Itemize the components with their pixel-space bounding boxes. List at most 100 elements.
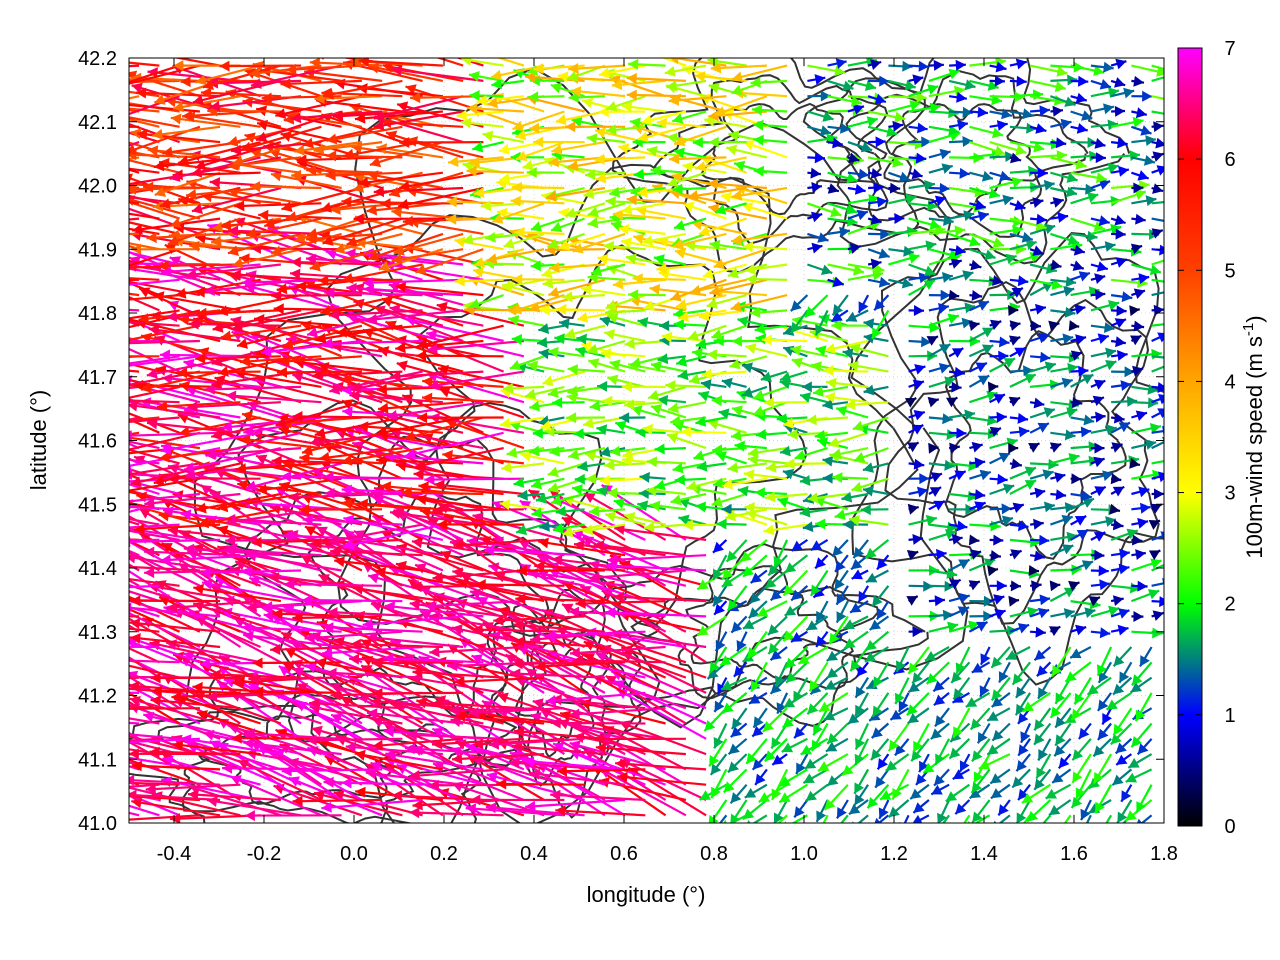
wind-arrow-head	[990, 773, 1002, 784]
wind-arrow-head	[783, 417, 794, 429]
wind-arrow-head	[903, 245, 914, 257]
wind-arrow-head	[130, 128, 142, 139]
wind-arrow-head	[721, 377, 733, 389]
wind-arrow-head	[246, 227, 258, 239]
wind-arrow-shaft	[249, 185, 322, 190]
wind-arrow-head	[243, 630, 254, 642]
wind-arrow-head	[606, 124, 617, 136]
wind-arrow-head	[1074, 693, 1085, 705]
wind-arrow-head	[341, 484, 352, 496]
wind-arrow-head	[935, 715, 946, 727]
wind-arrow-head	[1111, 442, 1123, 453]
wind-arrow-shaft	[129, 705, 160, 710]
wind-arrow-head	[416, 494, 427, 506]
wind-arrow-shaft	[373, 110, 464, 129]
wind-arrow-head	[391, 790, 403, 802]
wind-arrow-head	[282, 530, 293, 542]
wind-arrow-head	[714, 822, 716, 823]
wind-arrow-head	[1049, 804, 1061, 816]
wind-arrow-head	[869, 710, 881, 721]
wind-arrow-shaft	[129, 118, 160, 128]
wind-arrow-head	[1066, 186, 1077, 198]
wind-arrow-head	[529, 400, 540, 412]
wind-arrow-head	[286, 211, 297, 222]
wind-arrow-head	[488, 738, 500, 750]
wind-arrow-head	[1089, 150, 1100, 162]
wind-arrow-head	[674, 135, 686, 147]
wind-arrow-head	[299, 452, 310, 464]
wind-arrow-head	[542, 375, 554, 387]
wind-arrow-head	[993, 594, 1005, 605]
wind-arrow-head	[177, 367, 188, 379]
wind-arrow-shaft	[196, 309, 281, 315]
wind-arrow-shaft	[840, 814, 849, 823]
wind-arrow-head	[534, 560, 545, 572]
wind-arrow-head	[294, 232, 306, 244]
wind-arrow-head	[169, 256, 182, 267]
wind-arrow-head	[947, 621, 959, 633]
wind-arrow-head	[682, 161, 694, 173]
wind-arrow-head	[827, 732, 839, 744]
wind-arrow-shaft	[129, 339, 160, 343]
wind-arrow-shaft	[352, 586, 444, 603]
wind-arrow-shaft	[239, 437, 322, 450]
wind-arrow-shaft	[523, 759, 626, 771]
wind-arrow-shaft	[510, 672, 605, 679]
wind-arrow-head	[842, 348, 854, 359]
wind-arrow-head	[669, 153, 680, 165]
wind-arrow-head	[80, 524, 90, 535]
wind-arrow-shaft	[293, 360, 383, 373]
wind-arrow-head	[58, 566, 69, 576]
wind-arrow-shaft	[341, 781, 443, 786]
wind-arrow-head	[736, 640, 747, 652]
wind-arrow-head	[832, 472, 843, 483]
wind-arrow-shaft	[534, 564, 626, 572]
wind-arrow-shaft	[409, 811, 504, 817]
wind-arrow-head	[913, 410, 925, 421]
wind-arrow-head	[624, 512, 636, 523]
wind-arrow-shaft	[244, 732, 342, 740]
wind-arrow-shaft	[239, 501, 342, 511]
wind-arrow-head	[440, 550, 452, 561]
wind-arrow-head	[256, 483, 268, 495]
wind-arrow-head	[302, 514, 313, 526]
wind-arrow-head	[1014, 91, 1025, 103]
wind-arrow-head	[793, 690, 804, 702]
wind-arrow-head	[849, 803, 861, 815]
wind-arrow-shaft	[493, 615, 585, 622]
wind-arrow-shaft	[306, 168, 383, 174]
wind-arrow-head	[794, 450, 806, 461]
wind-arrow-head	[109, 729, 120, 740]
wind-arrow-head	[977, 211, 989, 222]
wind-arrow-head	[649, 500, 661, 512]
wind-arrow-shaft	[271, 294, 362, 297]
wind-arrow-head	[552, 523, 564, 534]
wind-arrow-head	[518, 540, 531, 551]
wind-arrow-shaft	[234, 371, 322, 388]
wind-arrow-head	[51, 758, 62, 769]
wind-arrow-shaft	[365, 762, 444, 817]
wind-arrow-shaft	[145, 783, 241, 791]
wind-arrow-head	[936, 548, 947, 560]
wind-arrow-head	[1015, 144, 1027, 156]
wind-arrow-shaft	[129, 382, 201, 404]
wind-arrow-head	[492, 213, 504, 224]
wind-arrow-head	[198, 517, 210, 529]
wind-arrow-head	[892, 788, 903, 800]
wind-arrow-head	[729, 358, 741, 370]
wind-arrow-head	[1148, 550, 1161, 561]
wind-arrow-head	[314, 790, 325, 801]
wind-arrow-head	[350, 638, 361, 650]
wind-arrow-head	[621, 204, 633, 215]
wind-arrow-head	[605, 511, 617, 523]
wind-arrow-shaft	[434, 483, 525, 496]
wind-arrow-head	[971, 290, 983, 301]
wind-arrow-head	[704, 720, 716, 731]
wind-arrow-shaft	[483, 548, 585, 557]
wind-arrow-head	[532, 698, 544, 709]
wind-arrow-shaft	[187, 401, 281, 409]
wind-arrow-head	[514, 726, 525, 738]
wind-arrow-head	[715, 451, 727, 462]
wind-arrow-head	[548, 387, 559, 398]
wind-arrow-shaft	[302, 518, 403, 526]
